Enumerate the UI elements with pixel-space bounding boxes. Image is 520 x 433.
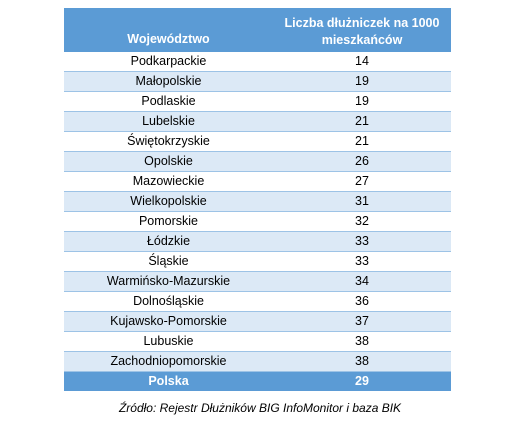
total-value: 29 bbox=[273, 371, 451, 391]
table-row: Łódzkie 33 bbox=[64, 231, 451, 252]
region-cell: Śląskie bbox=[64, 251, 273, 272]
region-cell: Opolskie bbox=[64, 151, 273, 172]
total-region: Polska bbox=[64, 371, 273, 391]
region-cell: Kujawsko-Pomorskie bbox=[64, 311, 273, 332]
source-caption: Źródło: Rejestr Dłużników BIG InfoMonito… bbox=[118, 401, 402, 415]
region-cell: Mazowieckie bbox=[64, 171, 273, 192]
value-cell: 26 bbox=[273, 151, 451, 172]
table-row: Wielkopolskie 31 bbox=[64, 191, 451, 212]
value-cell: 27 bbox=[273, 171, 451, 192]
region-cell: Warmińsko-Mazurskie bbox=[64, 271, 273, 292]
region-cell: Podkarpackie bbox=[64, 52, 273, 72]
region-cell: Lubelskie bbox=[64, 111, 273, 132]
table-row: Zachodniopomorskie 38 bbox=[64, 351, 451, 372]
value-cell: 37 bbox=[273, 311, 451, 332]
value-cell: 33 bbox=[273, 231, 451, 252]
debtors-table-container: Województwo Liczba dłużniczek na 1000 mi… bbox=[64, 8, 451, 391]
value-cell: 21 bbox=[273, 111, 451, 132]
table-row: Lubuskie 38 bbox=[64, 331, 451, 352]
table-row: Podkarpackie 14 bbox=[64, 52, 451, 72]
value-cell: 34 bbox=[273, 271, 451, 292]
table-row: Podlaskie 19 bbox=[64, 91, 451, 112]
table-row: Śląskie 33 bbox=[64, 251, 451, 272]
table-row: Świętokrzyskie 21 bbox=[64, 131, 451, 152]
region-cell: Wielkopolskie bbox=[64, 191, 273, 212]
table-row: Opolskie 26 bbox=[64, 151, 451, 172]
value-cell: 36 bbox=[273, 291, 451, 312]
region-cell: Zachodniopomorskie bbox=[64, 351, 273, 372]
header-row: Województwo Liczba dłużniczek na 1000 mi… bbox=[64, 8, 451, 52]
value-cell: 38 bbox=[273, 351, 451, 372]
value-cell: 19 bbox=[273, 71, 451, 92]
region-cell: Dolnośląskie bbox=[64, 291, 273, 312]
table-row: Lubelskie 21 bbox=[64, 111, 451, 132]
table-row: Dolnośląskie 36 bbox=[64, 291, 451, 312]
table-footer: Polska 29 bbox=[64, 371, 451, 391]
header-value: Liczba dłużniczek na 1000 mieszkańców bbox=[273, 8, 451, 52]
value-cell: 31 bbox=[273, 191, 451, 212]
value-cell: 14 bbox=[273, 52, 451, 72]
table-row: Małopolskie 19 bbox=[64, 71, 451, 92]
region-cell: Podlaskie bbox=[64, 91, 273, 112]
table-body: Podkarpackie 14 Małopolskie 19 Podlaskie 19 Lu… bbox=[64, 52, 451, 372]
table-header: Województwo Liczba dłużniczek na 1000 mi… bbox=[64, 8, 451, 52]
total-row: Polska 29 bbox=[64, 371, 451, 391]
region-cell: Łódzkie bbox=[64, 231, 273, 252]
table-row: Kujawsko-Pomorskie 37 bbox=[64, 311, 451, 332]
value-cell: 32 bbox=[273, 211, 451, 232]
region-cell: Pomorskie bbox=[64, 211, 273, 232]
value-cell: 21 bbox=[273, 131, 451, 152]
region-cell: Małopolskie bbox=[64, 71, 273, 92]
region-cell: Lubuskie bbox=[64, 331, 273, 352]
table-row: Mazowieckie 27 bbox=[64, 171, 451, 192]
table-row: Pomorskie 32 bbox=[64, 211, 451, 232]
header-region: Województwo bbox=[64, 8, 273, 52]
region-cell: Świętokrzyskie bbox=[64, 131, 273, 152]
value-cell: 33 bbox=[273, 251, 451, 272]
table-row: Warmińsko-Mazurskie 34 bbox=[64, 271, 451, 292]
value-cell: 38 bbox=[273, 331, 451, 352]
debtors-table: Województwo Liczba dłużniczek na 1000 mi… bbox=[64, 8, 451, 391]
value-cell: 19 bbox=[273, 91, 451, 112]
